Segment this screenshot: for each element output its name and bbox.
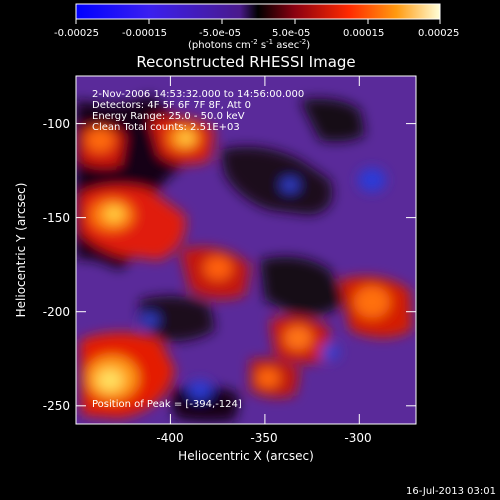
plot-frame bbox=[75, 75, 417, 425]
y-tick-label: -200 bbox=[43, 305, 70, 319]
footer-timestamp: 16-Jul-2013 03:01 bbox=[406, 486, 496, 497]
y-tick-label: -250 bbox=[43, 399, 70, 413]
y-axis-label: Heliocentric Y (arcsec) bbox=[14, 183, 28, 318]
y-tick-label: -100 bbox=[43, 117, 70, 131]
peak-position-annotation: Position of Peak = [-394,-124] bbox=[92, 399, 242, 410]
x-axis-label: Heliocentric X (arcsec) bbox=[178, 449, 314, 463]
energy-range-annotation: Energy Range: 25.0 - 50.0 keV bbox=[92, 111, 245, 122]
colorbar-gradient bbox=[75, 3, 441, 20]
colorbar: -0.00025 -0.00015 -5.0e-05 5.0e-05 0.000… bbox=[54, 3, 459, 51]
hxr-image bbox=[76, 76, 416, 424]
colorbar-tick-label: 5.0e-05 bbox=[272, 28, 310, 39]
x-tick-label: -300 bbox=[344, 431, 371, 445]
colorbar-ticks bbox=[75, 19, 441, 24]
colorbar-tick-label: 0.00025 bbox=[418, 28, 459, 39]
image-title: Reconstructed RHESSI Image bbox=[136, 53, 355, 71]
time-range-annotation: 2-Nov-2006 14:53:32.000 to 14:56:00.000 bbox=[92, 89, 304, 100]
colorbar-tick-label: -5.0e-05 bbox=[199, 28, 241, 39]
image-blobs bbox=[76, 95, 412, 422]
x-tick-label: -350 bbox=[250, 431, 277, 445]
x-tick-label: -400 bbox=[156, 431, 183, 445]
y-tick-label: -150 bbox=[43, 211, 70, 225]
algorithm-annotation: Clean Total counts: 2.51E+03 bbox=[92, 122, 240, 133]
colorbar-tick-label: -0.00015 bbox=[122, 28, 167, 39]
colorbar-tick-label: 0.00015 bbox=[343, 28, 384, 39]
detectors-annotation: Detectors: 4F 5F 6F 7F 8F, Att 0 bbox=[92, 100, 251, 111]
colorbar-unit-label: (photons cm-2 s-1 asec-2) bbox=[188, 38, 310, 51]
colorbar-tick-label: -0.00025 bbox=[54, 28, 99, 39]
y-axis-ticks bbox=[76, 123, 416, 407]
x-axis-ticks bbox=[169, 76, 360, 424]
